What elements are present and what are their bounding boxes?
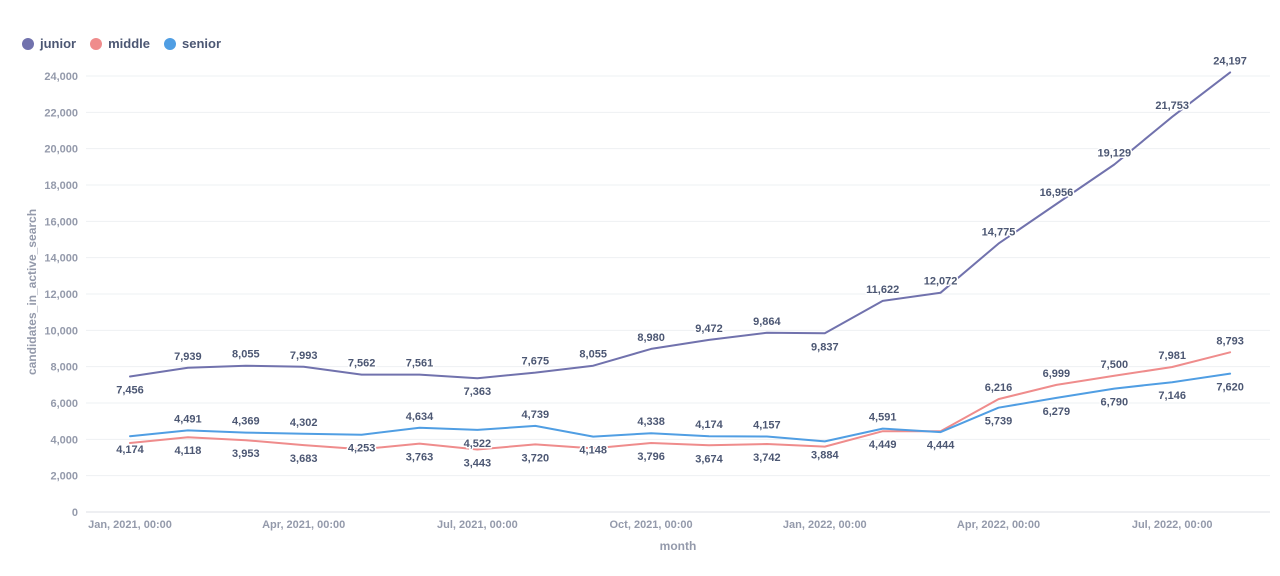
y-tick-label: 18,000: [44, 180, 78, 192]
y-tick-label: 10,000: [44, 325, 78, 337]
y-tick-label: 6,000: [50, 398, 78, 410]
data-label-middle: 6,999: [1043, 368, 1071, 380]
data-label-senior: 5,739: [985, 416, 1013, 428]
data-label-junior: 8,055: [579, 349, 607, 361]
y-tick-label: 0: [72, 507, 78, 519]
data-label-senior: 6,790: [1101, 397, 1129, 409]
x-tick-label: Jan, 2021, 00:00: [88, 519, 172, 531]
legend-dot-middle: [90, 37, 103, 50]
data-label-senior: 4,591: [869, 412, 897, 424]
series-lines: [129, 71, 1232, 451]
data-label-senior: 4,491: [174, 413, 202, 425]
data-label-junior: 7,939: [174, 351, 202, 363]
legend-label-junior: junior: [40, 36, 77, 51]
series-line-senior: [129, 372, 1232, 443]
x-axis: Jan, 2021, 00:00 Apr, 2021, 00:00 Jul, 202…: [86, 511, 1270, 531]
y-tick-label: 4,000: [50, 434, 78, 446]
data-label-middle: 4,449: [869, 439, 897, 451]
legend-item-junior[interactable]: junior: [22, 36, 76, 51]
y-tick-label: 14,000: [44, 253, 78, 265]
data-label-middle: 7,981: [1158, 350, 1186, 362]
data-label-junior: 11,622: [866, 284, 899, 296]
y-axis-title: candidates_in_active_search: [25, 209, 39, 375]
y-tick-label: 16,000: [44, 216, 78, 228]
data-label-senior: 4,739: [522, 409, 550, 421]
data-label-junior: 12,072: [924, 276, 958, 288]
y-tick-label: 22,000: [44, 107, 78, 119]
data-label-senior: 4,369: [232, 416, 260, 428]
data-label-senior: 4,338: [637, 416, 665, 428]
data-label-junior: 7,675: [522, 356, 550, 368]
data-label-middle: 6,216: [985, 382, 1013, 394]
data-label-junior: 21,753: [1155, 100, 1189, 112]
data-label-middle: 3,742: [753, 452, 781, 464]
data-labels: 7,456 7,939 8,055 7,993 7,562 7,561 7,363 7,675…: [115, 54, 1249, 471]
data-label-senior: 7,620: [1216, 382, 1244, 394]
data-label-junior: 19,129: [1097, 147, 1131, 159]
data-label-middle: 3,683: [290, 453, 318, 465]
data-label-junior: 8,055: [232, 349, 260, 361]
data-label-junior: 14,775: [982, 227, 1016, 239]
data-label-middle: 3,796: [637, 451, 665, 463]
data-label-middle: 7,500: [1101, 359, 1129, 371]
data-label-junior: 7,561: [406, 358, 434, 370]
data-label-senior: 7,146: [1158, 390, 1186, 402]
legend-dot-senior: [164, 37, 177, 50]
data-label-junior: 7,562: [348, 358, 376, 370]
x-tick-label: Oct, 2021, 00:00: [610, 519, 693, 531]
data-label-junior: 7,993: [290, 350, 318, 362]
data-label-senior: 4,253: [348, 443, 376, 455]
data-label-middle: 3,674: [695, 453, 723, 465]
data-label-junior: 16,956: [1040, 187, 1074, 199]
data-label-middle: 4,118: [174, 445, 201, 457]
data-label-senior: 4,302: [290, 417, 318, 429]
x-tick-label: Apr, 2021, 00:00: [262, 519, 345, 531]
y-tick-label: 20,000: [44, 144, 78, 156]
data-label-senior: 3,884: [811, 449, 839, 461]
data-label-middle: 3,720: [522, 452, 550, 464]
data-label-middle: 8,793: [1216, 335, 1244, 347]
data-label-junior: 7,363: [464, 386, 492, 398]
grid-lines: [86, 75, 1270, 477]
data-label-junior: 24,197: [1213, 55, 1247, 67]
data-label-junior: 7,456: [116, 385, 144, 397]
chart-legend: junior middle senior: [22, 36, 235, 51]
data-label-senior: 6,279: [1043, 406, 1071, 418]
x-tick-label: Jul, 2021, 00:00: [437, 519, 518, 531]
data-label-middle: 3,953: [232, 448, 260, 460]
data-label-senior: 4,634: [406, 411, 434, 423]
series-line-middle: [129, 351, 1232, 451]
legend-item-senior[interactable]: senior: [164, 36, 221, 51]
data-label-senior: 4,174: [116, 444, 144, 456]
y-tick-label: 2,000: [50, 471, 78, 483]
x-tick-label: Apr, 2022, 00:00: [957, 519, 1040, 531]
data-label-senior: 4,148: [579, 445, 607, 457]
data-label-middle: 3,443: [464, 457, 492, 469]
x-axis-title: month: [660, 539, 697, 553]
data-label-senior: 4,174: [695, 419, 723, 431]
y-axis: 0 2,000 4,000 6,000 8,000 10,000 12,000 14,000 1…: [44, 71, 78, 519]
data-label-junior: 9,472: [695, 323, 723, 335]
data-label-junior: 9,837: [811, 341, 839, 353]
data-label-junior: 9,864: [753, 316, 781, 328]
x-tick-label: Jul, 2022, 00:00: [1132, 519, 1213, 531]
legend-label-middle: middle: [108, 36, 151, 51]
data-label-senior: 4,157: [753, 419, 781, 431]
legend-item-middle[interactable]: middle: [90, 36, 150, 51]
y-tick-label: 12,000: [44, 289, 78, 301]
data-label-junior: 8,980: [637, 332, 665, 344]
x-tick-label: Jan, 2022, 00:00: [783, 519, 867, 531]
data-label-senior: 4,522: [464, 438, 492, 450]
legend-label-senior: senior: [182, 36, 222, 51]
y-tick-label: 8,000: [50, 362, 78, 374]
data-label-middle: 3,763: [406, 452, 434, 464]
legend-dot-junior: [22, 37, 34, 50]
y-tick-label: 24,000: [44, 71, 78, 83]
data-label-middle: 4,444: [927, 439, 955, 451]
series-line-junior: [129, 71, 1232, 380]
